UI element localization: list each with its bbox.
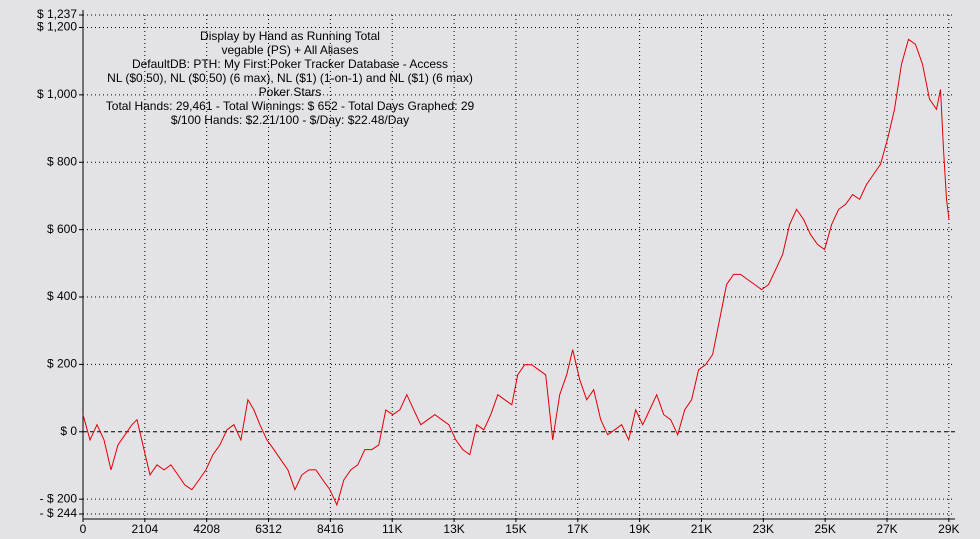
- annotation: DefaultDB: PTH: My First Poker Tracker D…: [132, 57, 448, 71]
- x-tick-label: 8416: [317, 522, 344, 536]
- x-tick-label: 4208: [193, 522, 220, 536]
- x-tick-label: 25K: [814, 522, 835, 536]
- x-tick-label: 23K: [753, 522, 774, 536]
- y-tick-label: - $ 244: [40, 506, 78, 520]
- y-tick-label: $ 800: [47, 154, 77, 168]
- annotation: Poker Stars: [259, 85, 322, 99]
- annotation: $/100 Hands: $2.21/100 - $/Day: $22.48/D…: [171, 113, 409, 127]
- x-tick-label: 19K: [629, 522, 650, 536]
- x-tick-label: 15K: [505, 522, 526, 536]
- y-tick-label: $ 1,200: [37, 20, 77, 34]
- x-tick-label: 27K: [876, 522, 897, 536]
- y-tick-label: $ 1,237: [37, 7, 77, 21]
- series-line: [82, 38, 950, 507]
- x-tick-label: 0: [80, 522, 87, 536]
- y-tick-label: $ 0: [60, 424, 77, 438]
- annotation: NL ($0.50), NL ($0.50) (6 max), NL ($1) …: [107, 71, 473, 85]
- annotation: Display by Hand as Running Total: [200, 29, 380, 43]
- x-tick-label: 13K: [443, 522, 464, 536]
- x-tick-label: 29K: [938, 522, 959, 536]
- y-tick-label: $ 200: [47, 357, 77, 371]
- y-tick-label: - $ 200: [40, 491, 78, 505]
- annotation: vegable (PS) + All Aliases: [221, 43, 358, 57]
- x-tick-label: 21K: [691, 522, 712, 536]
- y-tick-label: $ 1,000: [37, 87, 77, 101]
- x-tick-label: 17K: [567, 522, 588, 536]
- x-tick-label: 2104: [131, 522, 158, 536]
- y-tick-label: $ 400: [47, 289, 77, 303]
- x-tick-label: 11K: [382, 522, 402, 536]
- y-tick-label: $ 600: [47, 222, 77, 236]
- annotation: Total Hands: 29,461 - Total Winnings: $ …: [106, 99, 475, 113]
- x-tick-label: 6312: [255, 522, 282, 536]
